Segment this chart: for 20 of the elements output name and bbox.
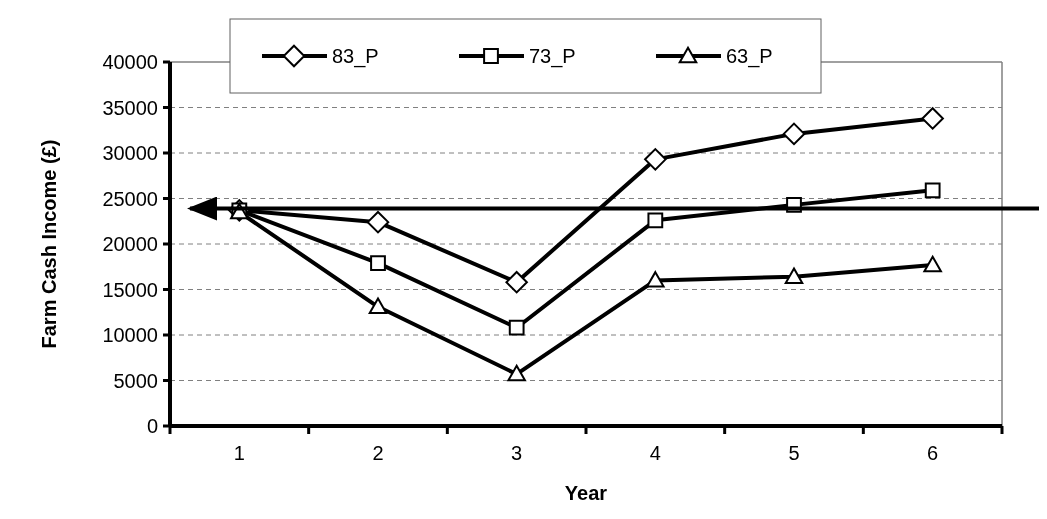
y-tick-label: 10000 [102,324,158,346]
legend-label: 63_P [726,45,773,68]
x-tick-label: 3 [511,442,523,464]
x-tick-label: 2 [372,442,384,464]
y-axis-title: Farm Cash Income (£) [38,139,60,349]
y-tick-label: 0 [146,415,158,437]
y-tick-label: 15000 [102,278,158,301]
x-axis-title: Year [564,482,608,504]
y-tick-label: 20000 [102,233,158,255]
y-tick-label: 35000 [102,96,158,119]
y-tick-label: 5000 [113,369,158,392]
x-tick-label: 6 [927,442,939,464]
y-tick-label: 30000 [102,142,158,164]
y-tick-label: 40000 [102,51,158,73]
legend-label: 73_P [529,45,576,68]
x-tick-label: 1 [233,442,245,464]
x-tick-label: 4 [649,442,661,464]
x-tick-label: 5 [788,442,800,464]
y-tick-label: 25000 [102,187,158,210]
legend-label: 83_P [332,45,379,68]
